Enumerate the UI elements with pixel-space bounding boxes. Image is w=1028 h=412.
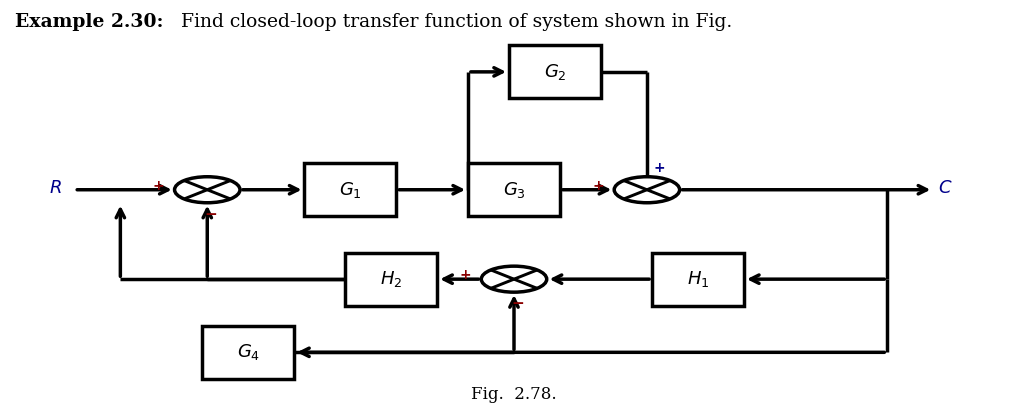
Text: $H_2$: $H_2$: [380, 269, 402, 289]
Bar: [345, 253, 437, 306]
Circle shape: [614, 177, 680, 203]
Bar: [509, 45, 601, 98]
Text: Find closed-loop transfer function of system shown in Fig.: Find closed-loop transfer function of sy…: [175, 13, 732, 31]
Circle shape: [481, 266, 547, 292]
Bar: [203, 326, 294, 379]
Text: $R$: $R$: [49, 179, 62, 197]
Text: +: +: [654, 161, 665, 175]
Text: −: −: [205, 207, 217, 222]
Text: $G_3$: $G_3$: [503, 180, 525, 200]
Text: $G_2$: $G_2$: [544, 62, 566, 82]
Bar: [652, 253, 744, 306]
Circle shape: [175, 177, 240, 203]
Text: $C$: $C$: [939, 179, 953, 197]
Bar: [468, 163, 560, 216]
Text: +: +: [592, 179, 604, 193]
Bar: [304, 163, 397, 216]
Text: Example 2.30:: Example 2.30:: [15, 13, 163, 31]
Text: $G_1$: $G_1$: [339, 180, 362, 200]
Text: Fig.  2.78.: Fig. 2.78.: [471, 386, 557, 403]
Text: −: −: [511, 296, 523, 311]
Text: $G_4$: $G_4$: [236, 342, 260, 362]
Text: $H_1$: $H_1$: [687, 269, 709, 289]
Text: +: +: [153, 179, 164, 193]
Text: +: +: [460, 268, 471, 282]
